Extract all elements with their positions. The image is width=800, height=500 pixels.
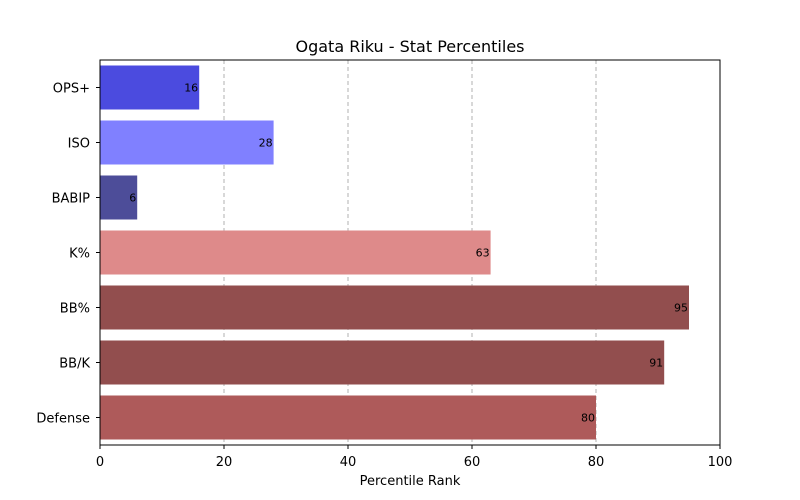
- y-tick-label: BB%: [60, 302, 90, 317]
- bar: [100, 395, 596, 440]
- y-tick-label: K%: [69, 247, 90, 262]
- x-tick-label: 80: [588, 455, 605, 470]
- data-label: 63: [476, 247, 490, 260]
- x-tick-label: 100: [708, 455, 733, 470]
- data-label: 6: [129, 192, 136, 205]
- data-label: 28: [259, 137, 273, 150]
- bar: [100, 285, 689, 330]
- y-tick-label: OPS+: [53, 82, 90, 97]
- bar: [100, 65, 200, 110]
- data-label: 80: [581, 412, 595, 425]
- bar: [100, 175, 138, 220]
- x-axis-label: Percentile Rank: [360, 474, 461, 489]
- data-label: 16: [184, 82, 198, 95]
- bar: [100, 120, 274, 165]
- x-tick-label: 40: [340, 455, 357, 470]
- x-tick-label: 20: [216, 455, 233, 470]
- y-axis: OPS+ ISO BABIP K% BB% BB/K Defense: [36, 82, 100, 427]
- x-axis: 0 20 40 60 80 100: [96, 445, 733, 470]
- bar: [100, 230, 491, 275]
- x-tick-label: 0: [96, 455, 104, 470]
- data-label: 95: [674, 302, 688, 315]
- y-tick-label: Defense: [36, 412, 90, 427]
- bar: [100, 340, 665, 385]
- data-label: 91: [649, 357, 663, 370]
- y-tick-label: ISO: [68, 137, 90, 152]
- y-tick-label: BB/K: [59, 357, 90, 372]
- x-tick-label: 60: [464, 455, 481, 470]
- bars: 16 28 6 63 95 91 80: [100, 65, 689, 440]
- y-tick-label: BABIP: [52, 192, 91, 207]
- chart-title: Ogata Riku - Stat Percentiles: [295, 37, 524, 56]
